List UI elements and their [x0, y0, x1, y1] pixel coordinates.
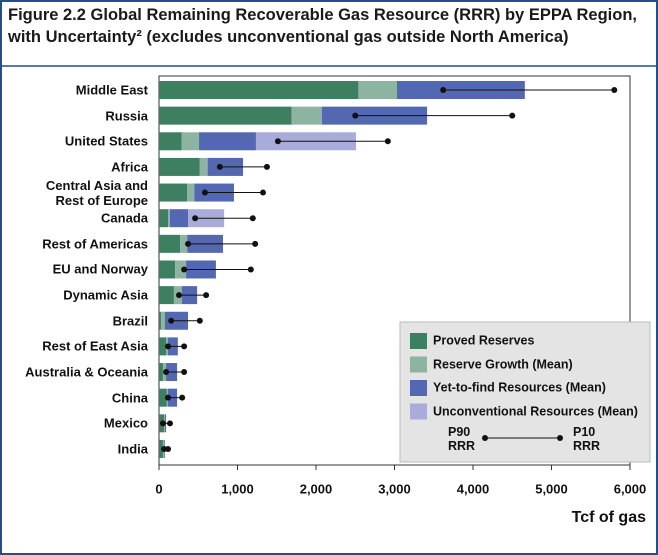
y-tick-label: Rest of Americas [42, 236, 148, 252]
range-low [352, 112, 359, 119]
bar-segment [187, 183, 195, 202]
range-high [179, 394, 186, 401]
bar-segment [168, 209, 170, 228]
y-tick-label: Australia & Oceania [25, 364, 148, 380]
title-line: Figure 2.2 Global Remaining Recoverable … [8, 6, 637, 24]
legend-swatch [410, 380, 427, 396]
range-low [185, 240, 192, 247]
range-high [181, 343, 188, 350]
legend-swatch [410, 403, 427, 420]
legend-range-low: P90 RRR [448, 425, 476, 453]
bar-segment [159, 209, 169, 228]
range-low [168, 317, 175, 324]
range-high [260, 189, 267, 196]
x-tick-label: 0 [155, 481, 162, 496]
title-line: with Uncertainty² (excludes unconvention… [8, 28, 569, 46]
range-high [263, 163, 270, 170]
range-low [159, 420, 166, 427]
legend-range-high: P10 RRR [573, 425, 601, 453]
bar-segment [199, 132, 256, 151]
bar-segment [159, 234, 181, 253]
range-low [201, 189, 208, 196]
bar-segment [159, 183, 188, 202]
y-tick-label: United States [64, 133, 148, 149]
y-tick-label: Russia [105, 108, 148, 124]
range-high [384, 138, 391, 145]
range-low [192, 215, 199, 222]
range-low [176, 292, 183, 299]
legend-range-dot [482, 435, 488, 441]
y-tick-label: Central Asia and Rest of Europe [45, 177, 148, 208]
chart-title: Figure 2.2 Global Remaining Recoverable … [8, 4, 637, 48]
bar-segment [159, 388, 167, 407]
bar-segment [159, 132, 182, 151]
x-tick-label: 1,000 [221, 481, 254, 496]
bar-segment [159, 157, 200, 176]
legend-label: Reserve Growth (Mean) [433, 357, 573, 371]
range-high [203, 292, 210, 299]
bar-segment [159, 81, 359, 99]
range-low [165, 394, 172, 401]
x-tick-label: 4,000 [457, 481, 490, 496]
range-low [165, 343, 172, 350]
x-tick-label: 3,000 [378, 481, 411, 496]
legend-label: Yet-to-find Resources (Mean) [433, 380, 606, 395]
x-tick-label: 6,000 [614, 481, 647, 496]
range-high [611, 87, 618, 93]
bar-segment [159, 337, 167, 356]
y-tick-label: Canada [101, 210, 148, 226]
range-low [274, 138, 281, 145]
range-low [163, 369, 170, 376]
y-tick-label: Brazil [112, 313, 148, 329]
bar-segment [160, 311, 165, 330]
y-tick-label: Middle East [75, 82, 148, 98]
range-low [440, 87, 447, 93]
bar-segment [175, 260, 187, 279]
bar-segment [159, 260, 176, 279]
legend-range-dot [557, 435, 563, 441]
range-high [181, 369, 188, 376]
y-tick-label: China [111, 390, 148, 406]
y-tick-label: India [117, 441, 148, 457]
y-tick-label: Rest of East Asia [42, 338, 148, 354]
range-high [196, 317, 203, 324]
y-tick-label: EU and Norway [52, 261, 148, 277]
bar-segment [159, 106, 292, 125]
x-tick-label: 2,000 [300, 481, 333, 496]
legend-label: Proved Reserves [433, 333, 535, 348]
x-tick-label: 5,000 [535, 481, 568, 496]
y-tick-label: Mexico [103, 415, 148, 431]
range-high [247, 266, 254, 273]
range-high [509, 112, 516, 119]
bar-segment [291, 106, 322, 125]
range-low [216, 163, 223, 170]
legend-label: Unconventional Resources (Mean) [433, 404, 638, 418]
legend-swatch [410, 333, 427, 349]
bar-segment [159, 286, 174, 305]
bar-segment [180, 234, 188, 253]
bar-segment [159, 363, 163, 382]
y-tick-label: Africa [111, 159, 148, 175]
legend-swatch [410, 356, 427, 373]
bar-segment [169, 209, 189, 228]
bar-segment [159, 439, 163, 458]
range-low [181, 266, 188, 273]
range-high [249, 215, 256, 222]
bar-segment [181, 132, 200, 151]
range-high [252, 240, 259, 247]
legend-box [399, 321, 651, 463]
bar-segment [358, 81, 397, 99]
bar-segment [159, 311, 161, 330]
x-axis-label: Tcf of gas [572, 509, 646, 526]
range-high [165, 445, 172, 452]
range-high [166, 420, 173, 427]
y-tick-label: Dynamic Asia [63, 287, 148, 303]
bar-segment [199, 157, 208, 176]
